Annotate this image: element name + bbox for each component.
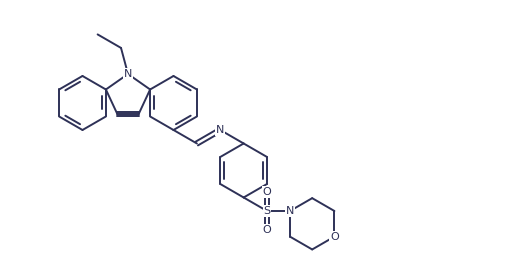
Text: N: N [216, 125, 224, 135]
Text: N: N [124, 69, 132, 79]
Text: O: O [263, 225, 271, 235]
Text: O: O [263, 187, 271, 197]
Text: S: S [264, 206, 271, 216]
Text: N: N [286, 206, 294, 216]
Text: O: O [330, 232, 339, 242]
